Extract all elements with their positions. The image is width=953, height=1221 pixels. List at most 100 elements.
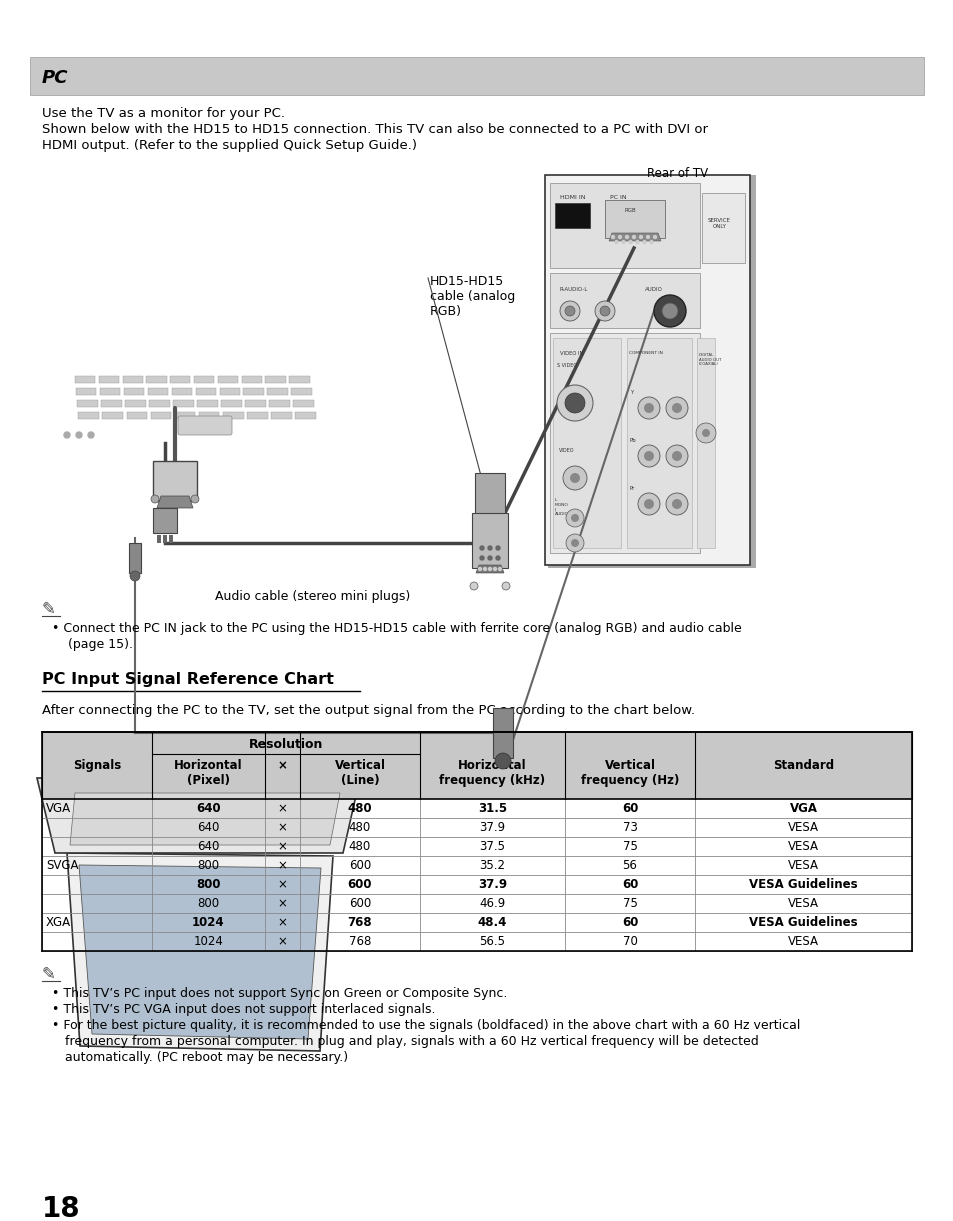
Text: 70: 70 <box>622 935 637 947</box>
Circle shape <box>665 493 687 515</box>
Text: PC Input Signal Reference Chart: PC Input Signal Reference Chart <box>42 672 334 687</box>
Text: VESA: VESA <box>787 821 818 834</box>
Bar <box>174 411 195 419</box>
Bar <box>553 338 620 548</box>
Bar <box>157 535 161 543</box>
Text: AUDIO: AUDIO <box>644 287 662 292</box>
Text: HD15-HD15
cable (analog
RGB): HD15-HD15 cable (analog RGB) <box>430 275 515 317</box>
Circle shape <box>649 241 652 243</box>
Text: ✎: ✎ <box>42 965 56 983</box>
Text: Vertical
frequency (Hz): Vertical frequency (Hz) <box>580 759 679 788</box>
Text: 46.9: 46.9 <box>478 897 505 910</box>
Circle shape <box>559 302 579 321</box>
Bar <box>198 411 219 419</box>
Circle shape <box>130 571 140 581</box>
Bar <box>75 376 95 383</box>
Text: • For the best picture quality, it is recommended to use the signals (boldfaced): • For the best picture quality, it is re… <box>52 1020 800 1032</box>
Circle shape <box>638 397 659 419</box>
Bar <box>125 400 146 407</box>
Text: • This TV’s PC VGA input does not support interlaced signals.: • This TV’s PC VGA input does not suppor… <box>52 1002 435 1016</box>
Text: • This TV’s PC input does not support Sync on Green or Composite Sync.: • This TV’s PC input does not support Sy… <box>52 987 507 1000</box>
Bar <box>149 400 170 407</box>
FancyBboxPatch shape <box>493 708 513 758</box>
Bar <box>544 175 749 565</box>
Text: 60: 60 <box>621 916 638 929</box>
Bar <box>30 57 923 95</box>
Circle shape <box>493 568 496 570</box>
Polygon shape <box>79 864 320 1039</box>
Text: 800: 800 <box>196 878 220 891</box>
Text: RGB: RGB <box>623 208 635 212</box>
Circle shape <box>643 499 654 509</box>
Text: 640: 640 <box>197 840 219 853</box>
Bar <box>42 733 911 755</box>
Bar <box>219 388 239 396</box>
Circle shape <box>615 241 618 243</box>
Text: Y: Y <box>629 389 633 396</box>
Bar <box>245 400 266 407</box>
Text: 480: 480 <box>347 802 372 814</box>
Bar <box>241 376 262 383</box>
FancyBboxPatch shape <box>475 473 504 534</box>
Text: 31.5: 31.5 <box>477 802 507 814</box>
Text: Standard: Standard <box>772 759 833 772</box>
Text: 75: 75 <box>622 840 637 853</box>
Bar <box>289 376 309 383</box>
Bar <box>193 376 214 383</box>
Bar <box>146 376 167 383</box>
Circle shape <box>488 556 492 560</box>
Circle shape <box>636 241 639 243</box>
Text: Audio cable (stereo mini plugs): Audio cable (stereo mini plugs) <box>215 590 410 603</box>
Bar <box>265 376 285 383</box>
Text: 60: 60 <box>621 878 638 891</box>
Text: 1024: 1024 <box>192 916 225 929</box>
Text: 600: 600 <box>349 860 371 872</box>
Circle shape <box>562 466 586 490</box>
Text: Resolution: Resolution <box>249 737 323 751</box>
Text: XGA: XGA <box>46 916 71 929</box>
Text: PC IN: PC IN <box>609 195 626 200</box>
Text: Use the TV as a monitor for your PC.: Use the TV as a monitor for your PC. <box>42 107 285 120</box>
Text: S VIDEO: S VIDEO <box>557 363 577 368</box>
Circle shape <box>701 429 709 437</box>
Circle shape <box>671 499 681 509</box>
Text: 56: 56 <box>622 860 637 872</box>
Text: 73: 73 <box>622 821 637 834</box>
Text: VESA Guidelines: VESA Guidelines <box>748 916 857 929</box>
FancyBboxPatch shape <box>604 200 664 238</box>
Circle shape <box>618 236 620 238</box>
Circle shape <box>498 568 501 570</box>
Polygon shape <box>70 792 339 845</box>
Text: 18: 18 <box>42 1195 81 1221</box>
Text: ×: × <box>277 935 287 947</box>
Bar <box>170 376 191 383</box>
Circle shape <box>564 393 584 413</box>
Bar <box>197 400 217 407</box>
Text: Signals: Signals <box>72 759 121 772</box>
Circle shape <box>625 236 628 238</box>
Bar <box>127 411 147 419</box>
Text: Shown below with the HD15 to HD15 connection. This TV can also be connected to a: Shown below with the HD15 to HD15 connec… <box>42 123 707 136</box>
Text: VESA: VESA <box>787 860 818 872</box>
Bar <box>267 388 288 396</box>
Circle shape <box>496 546 499 549</box>
Circle shape <box>565 509 583 527</box>
Circle shape <box>88 432 94 438</box>
Circle shape <box>646 236 649 238</box>
Text: Pb: Pb <box>629 438 636 443</box>
Circle shape <box>595 302 615 321</box>
Text: Rear of TV: Rear of TV <box>646 167 707 179</box>
Text: After connecting the PC to the TV, set the output signal from the PC according t: After connecting the PC to the TV, set t… <box>42 705 695 717</box>
Bar <box>550 183 700 267</box>
Circle shape <box>696 422 716 443</box>
Bar <box>217 376 238 383</box>
FancyBboxPatch shape <box>152 508 177 534</box>
Text: ×: × <box>277 802 287 814</box>
Text: 37.5: 37.5 <box>479 840 505 853</box>
Circle shape <box>76 432 82 438</box>
Bar <box>76 388 96 396</box>
Text: frequency from a personal computer. In plug and play, signals with a 60 Hz verti: frequency from a personal computer. In p… <box>65 1035 758 1048</box>
Bar <box>123 376 143 383</box>
Bar <box>148 388 168 396</box>
Text: 37.9: 37.9 <box>479 821 505 834</box>
